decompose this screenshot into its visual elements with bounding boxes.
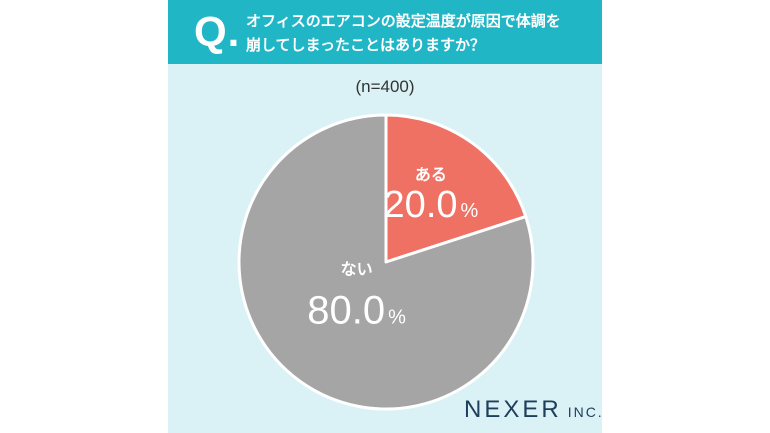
slice-label-2: ない xyxy=(341,259,373,278)
brand-suffix: INC. xyxy=(567,404,604,420)
brand-name: NEXER xyxy=(464,396,562,423)
question-line-2: 崩してしまったことはありますか？ xyxy=(246,36,485,54)
chart-card: Q. オフィスのエアコンの設定温度が原因で体調を 崩してしまったことはありますか… xyxy=(168,0,602,433)
pie-slice-2 xyxy=(237,113,535,411)
question-mark: Q. xyxy=(194,8,241,55)
pie-slice-1 xyxy=(384,113,528,264)
brand-logo: NEXER INC. xyxy=(464,396,604,424)
question-header: Q. オフィスのエアコンの設定温度が原因で体調を 崩してしまったことはありますか… xyxy=(168,0,602,64)
slice-label-1: ある xyxy=(415,165,447,184)
slice-value-1: 20.0% xyxy=(384,184,479,226)
sample-size-label: (n=400) xyxy=(355,77,415,96)
question-line-1: オフィスのエアコンの設定温度が原因で体調を xyxy=(246,12,561,30)
slice-value-2: 80.0% xyxy=(307,288,406,332)
question-text: オフィスのエアコンの設定温度が原因で体調を 崩してしまったことはありますか？ xyxy=(246,9,596,57)
